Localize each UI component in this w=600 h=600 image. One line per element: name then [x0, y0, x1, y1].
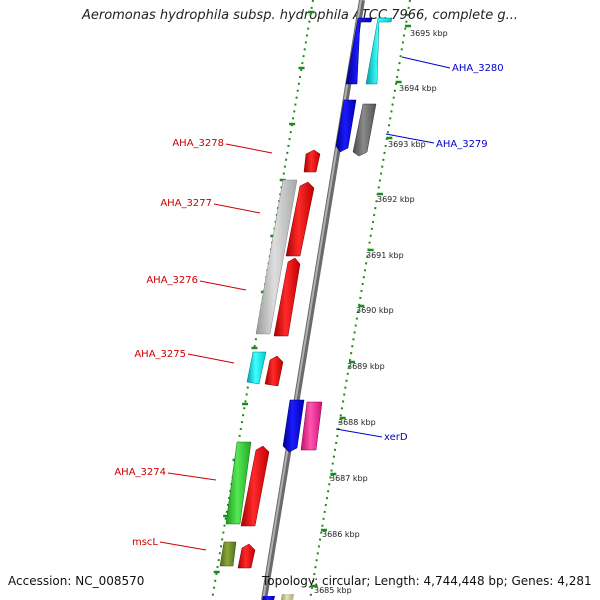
gene-feature-gray-3279[interactable]	[352, 103, 377, 157]
gene-label-mscL[interactable]: mscL	[132, 537, 158, 548]
gene-feature-red-mscL[interactable]	[237, 543, 256, 569]
gene-feature-blue-top[interactable]	[345, 17, 373, 85]
gene-feature-red-3274[interactable]	[240, 445, 270, 527]
genome-info-text: Topology: circular; Length: 4,744,448 bp…	[262, 574, 592, 588]
gene-feature-red-3276[interactable]	[273, 257, 301, 337]
gene-label-AHA_3275[interactable]: AHA_3275	[134, 349, 186, 360]
gene-label-AHA_3279[interactable]: AHA_3279	[436, 139, 488, 150]
gene-feature-red-3277[interactable]	[285, 181, 315, 257]
gene-feature-blue-bottom[interactable]	[262, 596, 275, 600]
gene-feature-red-3275[interactable]	[264, 355, 284, 387]
tick-label: 3686 kbp	[322, 530, 360, 539]
tick-label: 3693 kbp	[388, 140, 426, 149]
gene-label-connectors	[159, 56, 451, 551]
accession-text: Accession: NC_008570	[8, 574, 145, 588]
gene-label-AHA_3278[interactable]: AHA_3278	[172, 138, 224, 149]
gene-labels: AHA_3280 AHA_3279 AHA_3278 AHA_3277 AHA_…	[114, 63, 503, 548]
tick-label: 3688 kbp	[338, 418, 376, 427]
gene-feature-blue-xerD[interactable]	[282, 399, 305, 453]
gene-feature-olive-mscL[interactable]	[219, 541, 237, 567]
tick-label: 3692 kbp	[377, 195, 415, 204]
gene-feature-red-3278[interactable]	[303, 149, 321, 173]
tick-label: 3694 kbp	[399, 84, 437, 93]
reverse-guide-line	[309, 0, 411, 600]
gene-feature-magenta-xerD[interactable]	[300, 401, 323, 451]
tick-labels: 3695 kbp 3694 kbp 3693 kbp 3692 kbp 3691…	[314, 29, 448, 595]
gene-label-AHA_3280[interactable]: AHA_3280	[452, 63, 504, 74]
map-title: Aeromonas hydrophila subsp. hydrophila A…	[81, 8, 519, 23]
gene-feature-cyan-3275[interactable]	[246, 351, 267, 385]
gene-feature-gray-3277[interactable]	[255, 179, 298, 335]
genome-backbone	[261, 0, 365, 600]
tick-label: 3685 kbp	[314, 586, 352, 595]
gene-label-xerD[interactable]: xerD	[384, 432, 408, 443]
gene-feature-blue-3280[interactable]	[335, 99, 357, 153]
tick-label: 3687 kbp	[330, 474, 368, 483]
tick-label: 3691 kbp	[366, 251, 404, 260]
tick-label: 3690 kbp	[356, 306, 394, 315]
gene-feature-khaki-bottom[interactable]	[281, 594, 294, 600]
tick-label: 3695 kbp	[410, 29, 448, 38]
gene-label-AHA_3274[interactable]: AHA_3274	[114, 467, 166, 478]
gene-features	[219, 17, 393, 600]
gene-label-AHA_3276[interactable]: AHA_3276	[146, 275, 198, 286]
gene-feature-green-3274[interactable]	[225, 441, 252, 525]
tick-label: 3689 kbp	[347, 362, 385, 371]
gene-feature-cyan-top[interactable]	[365, 17, 393, 85]
gene-label-AHA_3277[interactable]: AHA_3277	[160, 198, 212, 209]
